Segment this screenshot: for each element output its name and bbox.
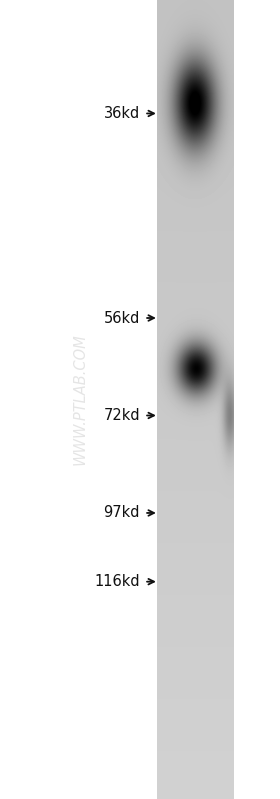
- Text: 56kd: 56kd: [104, 311, 140, 325]
- Text: 116kd: 116kd: [94, 574, 140, 589]
- Text: 97kd: 97kd: [104, 506, 140, 520]
- Text: 72kd: 72kd: [103, 408, 140, 423]
- Text: WWW.PTLAB.COM: WWW.PTLAB.COM: [72, 334, 87, 465]
- Text: 36kd: 36kd: [104, 106, 140, 121]
